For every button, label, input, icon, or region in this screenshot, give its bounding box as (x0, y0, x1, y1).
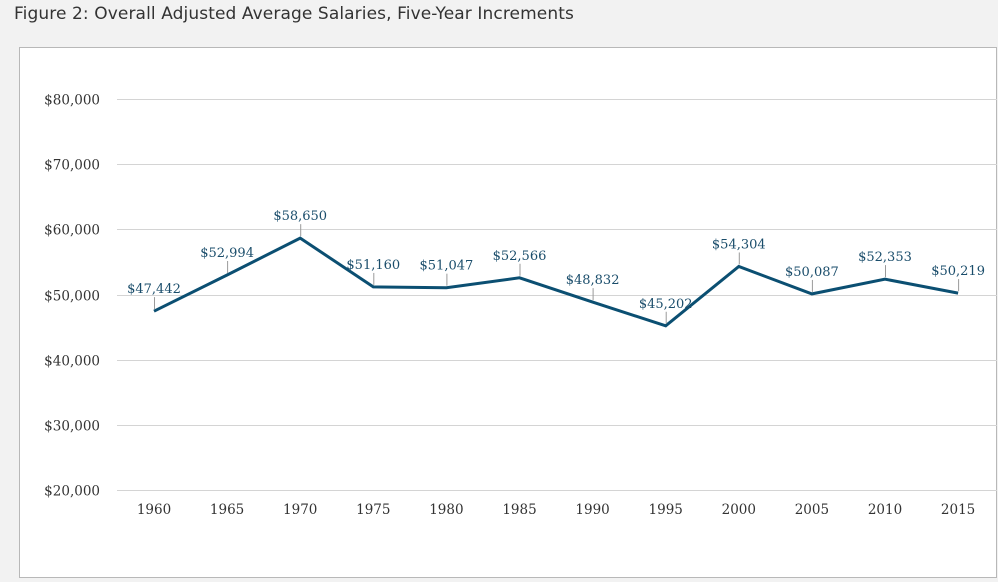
data-point (298, 236, 302, 240)
x-tick-label: 1995 (649, 502, 683, 518)
y-axis: $20,000 $30,000 $40,000 $50,000 $60,000 $70,0… (44, 93, 100, 500)
y-tick-label: $20,000 (44, 484, 100, 500)
data-point (810, 292, 814, 296)
x-tick-label: 1970 (283, 502, 317, 518)
y-tick-label: $70,000 (44, 158, 100, 174)
data-label: $54,304 (712, 237, 766, 252)
data-label: $47,442 (127, 282, 181, 297)
data-label: $50,219 (931, 264, 985, 279)
data-label: $52,353 (858, 250, 912, 265)
data-point (664, 324, 668, 328)
y-tick-label: $50,000 (44, 289, 100, 305)
chart-frame (19, 47, 997, 578)
y-tick-label: $60,000 (44, 223, 100, 239)
x-axis: 1960 1965 1970 1975 1980 1985 1990 1995 2000 2005… (137, 502, 975, 518)
x-tick-label: 2000 (722, 502, 756, 518)
data-label: $52,994 (200, 246, 254, 261)
data-point (883, 277, 887, 281)
data-point (371, 285, 375, 289)
series-layer (152, 236, 960, 328)
y-tick-label: $40,000 (44, 354, 100, 370)
data-point (152, 309, 156, 313)
x-tick-label: 2005 (795, 502, 829, 518)
series-line (153, 236, 959, 328)
data-point (956, 291, 960, 295)
data-point (591, 300, 595, 304)
grid-layer (117, 99, 997, 491)
y-tick-label: $30,000 (44, 419, 100, 435)
x-tick-label: 1990 (575, 502, 609, 518)
data-label: $58,650 (273, 209, 327, 224)
data-label: $51,047 (420, 259, 474, 274)
x-tick-label: 1985 (502, 502, 536, 518)
data-label: $45,202 (639, 297, 693, 312)
data-point (518, 276, 522, 280)
data-point (444, 286, 448, 290)
data-label: $52,566 (493, 249, 547, 264)
x-tick-label: 1960 (137, 502, 171, 518)
data-label: $50,087 (785, 265, 839, 280)
y-tick-label: $80,000 (44, 93, 100, 109)
x-tick-label: 1980 (429, 502, 463, 518)
x-tick-label: 2015 (941, 502, 975, 518)
x-tick-label: 1965 (210, 502, 244, 518)
figure-title: Figure 2: Overall Adjusted Average Salar… (14, 4, 574, 24)
data-label-layer: $47,442 $52,994 $58,650 $51,160 $51,047 $52,5… (127, 209, 985, 324)
x-tick-label: 1975 (356, 502, 390, 518)
data-point (737, 264, 741, 268)
data-label: $48,832 (566, 273, 620, 288)
data-point (225, 273, 229, 277)
x-tick-label: 2010 (868, 502, 902, 518)
data-label: $51,160 (346, 258, 400, 273)
